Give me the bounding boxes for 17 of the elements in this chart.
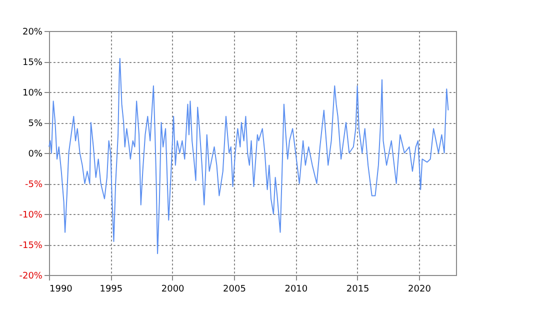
y-tick-label: 5% xyxy=(28,119,43,129)
y-tick-label: 15% xyxy=(22,58,43,68)
y-tick-label: -10% xyxy=(19,210,43,220)
line-series xyxy=(48,58,449,254)
x-tick-label: 2020 xyxy=(408,284,432,294)
y-tick-label: -15% xyxy=(19,241,43,251)
x-tick-label: 2005 xyxy=(223,284,246,294)
x-tick-label: 1995 xyxy=(100,284,123,294)
y-tick-label: 0% xyxy=(28,150,43,160)
y-tick-label: -20% xyxy=(19,272,43,282)
x-tick-label: 1990 xyxy=(50,284,73,294)
x-tick-label: 2010 xyxy=(284,284,308,294)
y-tick-label: 10% xyxy=(22,88,43,98)
y-tick-label: 20% xyxy=(22,28,43,38)
y-tick-label: -5% xyxy=(24,180,43,190)
x-tick-label: 2015 xyxy=(346,284,370,294)
x-tick-label: 2000 xyxy=(161,284,185,294)
